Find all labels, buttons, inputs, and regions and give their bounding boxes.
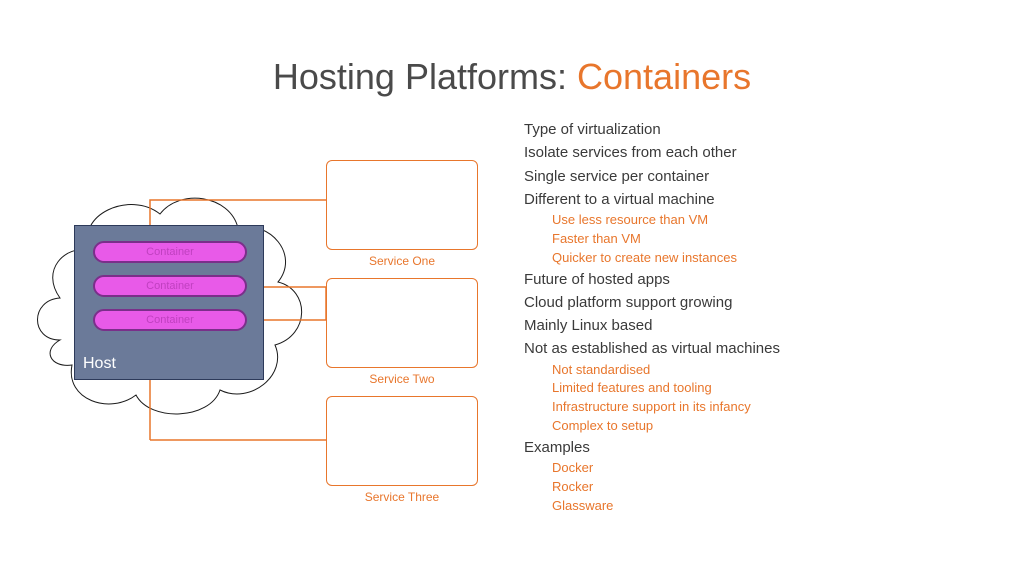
bullet: Future of hosted apps — [524, 268, 994, 291]
sub-bullet: Quicker to create new instances — [524, 249, 994, 268]
sub-bullet: Not standardised — [524, 361, 994, 380]
bullet: Type of virtualization — [524, 118, 994, 141]
bullet: Single service per container — [524, 165, 994, 188]
sub-bullet: Docker — [524, 459, 994, 478]
sub-bullet: Infrastructure support in its infancy — [524, 398, 994, 417]
slide: Hosting Platforms: Containers Container … — [0, 0, 1024, 576]
bullet: Isolate services from each other — [524, 141, 994, 164]
service-label-1: Service One — [322, 254, 482, 268]
container-pill-3: Container — [93, 309, 247, 331]
sub-bullet: Glassware — [524, 497, 994, 516]
service-box-2 — [326, 278, 478, 368]
bullet: Examples — [524, 436, 994, 459]
title-accent: Containers — [577, 56, 751, 97]
service-box-1 — [326, 160, 478, 250]
bullet: Not as established as virtual machines — [524, 337, 994, 360]
host-box: Container Container Container Host — [74, 225, 264, 380]
slide-title: Hosting Platforms: Containers — [0, 56, 1024, 98]
sub-bullet: Use less resource than VM — [524, 211, 994, 230]
diagram: Container Container Container Host Servi… — [20, 150, 500, 550]
bullet: Mainly Linux based — [524, 314, 994, 337]
bullet-list: Type of virtualization Isolate services … — [524, 118, 994, 516]
sub-bullet: Complex to setup — [524, 417, 994, 436]
container-pill-1: Container — [93, 241, 247, 263]
service-box-3 — [326, 396, 478, 486]
sub-bullet: Faster than VM — [524, 230, 994, 249]
container-pill-2: Container — [93, 275, 247, 297]
bullet: Cloud platform support growing — [524, 291, 994, 314]
sub-bullet: Limited features and tooling — [524, 379, 994, 398]
sub-bullet: Rocker — [524, 478, 994, 497]
bullet: Different to a virtual machine — [524, 188, 994, 211]
service-label-2: Service Two — [322, 372, 482, 386]
host-label: Host — [83, 355, 116, 373]
service-label-3: Service Three — [322, 490, 482, 504]
title-prefix: Hosting Platforms: — [273, 56, 577, 97]
